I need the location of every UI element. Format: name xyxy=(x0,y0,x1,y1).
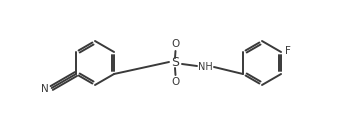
Text: S: S xyxy=(171,56,179,70)
Text: N: N xyxy=(41,84,49,94)
Text: O: O xyxy=(172,77,180,87)
Text: F: F xyxy=(285,46,291,56)
Text: NH: NH xyxy=(198,62,212,72)
Text: O: O xyxy=(172,39,180,49)
